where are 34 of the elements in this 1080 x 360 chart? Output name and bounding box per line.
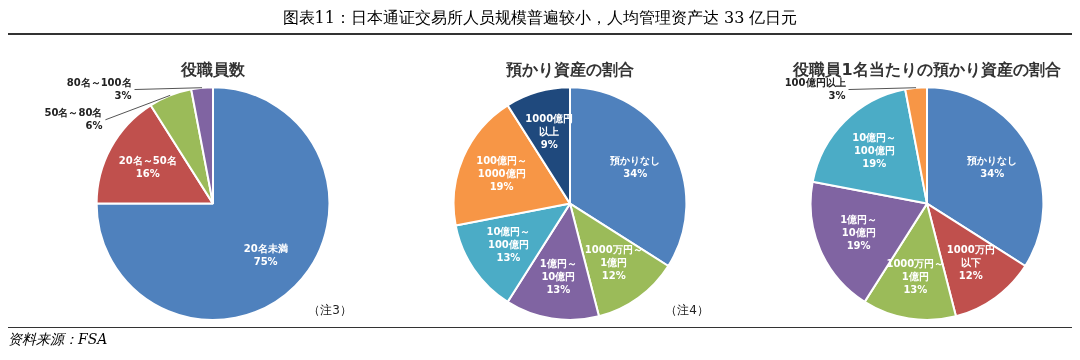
data-label: 16%: [135, 167, 160, 179]
text: （注3）: [308, 302, 352, 319]
text: 图表11：日本通证交易所人员规模普遍较小，人均管理资产达 33 亿日元: [8, 8, 1072, 35]
chart-title: 預かり資産の割合: [505, 59, 634, 79]
data-label: 12%: [601, 270, 626, 282]
slice-label: 20名未満: [243, 243, 288, 255]
slice-label: 10億円～100億円: [486, 226, 531, 251]
data-label: 19%: [489, 180, 514, 192]
data-label: 13%: [903, 283, 928, 295]
data-label: 3%: [828, 89, 846, 101]
slice-label: 10億円～100億円: [852, 131, 897, 156]
data-label: 9%: [540, 138, 558, 150]
data-label: 12%: [958, 270, 983, 282]
slice-label: 100億円～1000億円: [476, 154, 528, 179]
data-label: 34%: [980, 167, 1005, 179]
slice-label: 預かりなし: [609, 154, 661, 167]
data-label: 6%: [85, 119, 103, 131]
slice-label: 1億円～10億円: [840, 213, 878, 238]
text: （注4）: [665, 302, 709, 319]
data-label: 34%: [623, 167, 648, 179]
slice-label: 預かりなし: [966, 154, 1018, 167]
chart-title: 役職員数: [180, 59, 246, 79]
data-label: 3%: [114, 89, 132, 101]
data-label: 19%: [862, 157, 887, 169]
slice-label: 1000万円～1億円: [584, 244, 643, 269]
data-label: 75%: [253, 256, 278, 268]
slice-label: 1億円～10億円: [539, 257, 577, 282]
slice-label: 80名～100名: [66, 76, 132, 88]
slice-label: 50名～80名: [44, 106, 103, 118]
data-label: 19%: [846, 239, 871, 251]
text: 资料来源：FSA: [8, 327, 1072, 349]
data-label: 13%: [496, 252, 521, 264]
data-label: 13%: [546, 283, 571, 295]
slice-label: 20名～50名: [118, 154, 177, 166]
